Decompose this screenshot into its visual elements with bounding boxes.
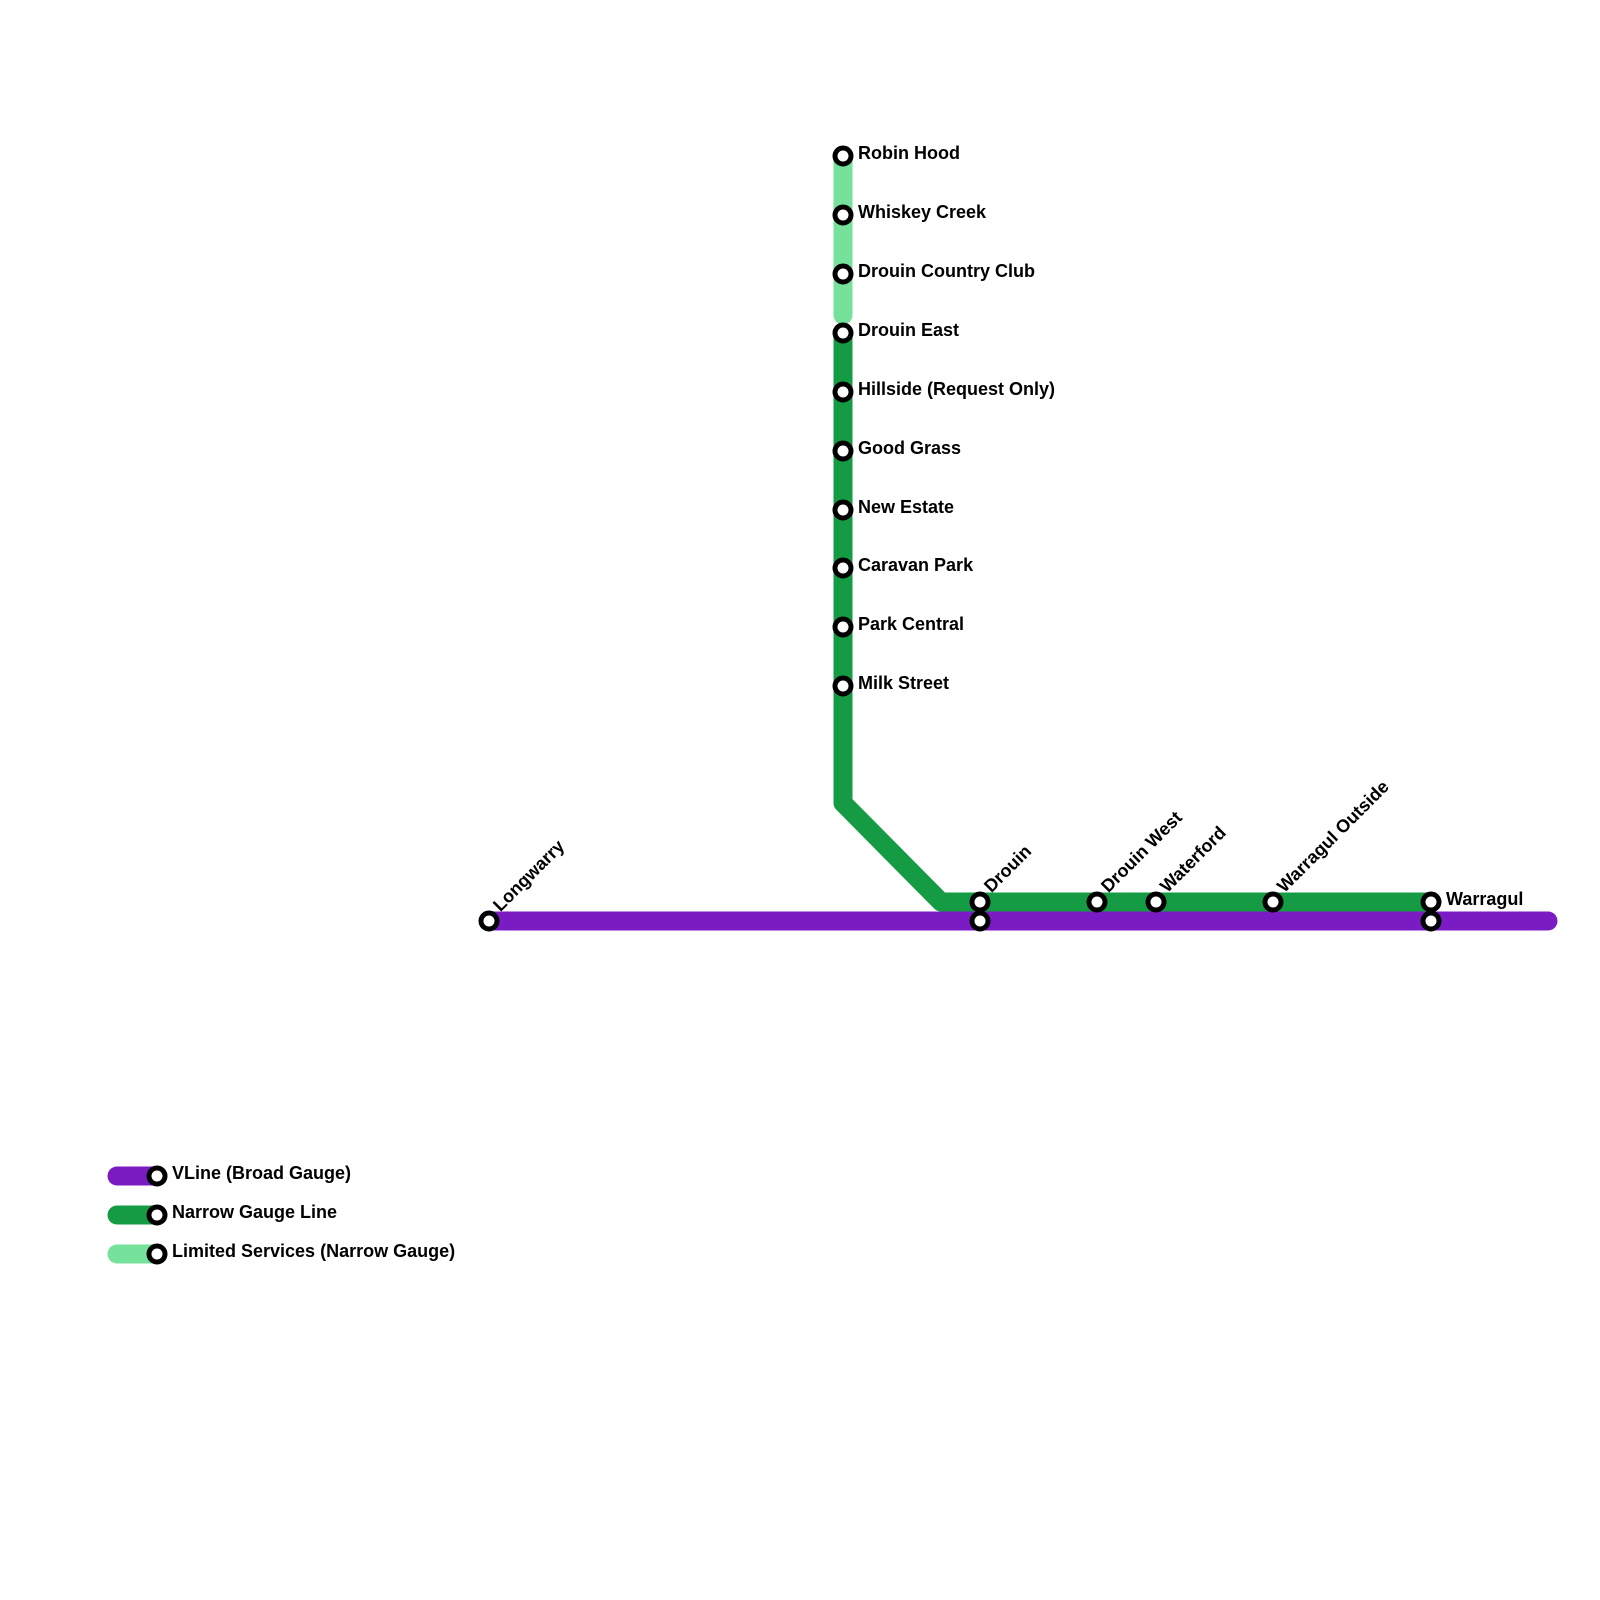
station-marker [832, 440, 854, 462]
station-marker [832, 145, 854, 167]
station-marker [832, 322, 854, 344]
legend-marker [146, 1204, 168, 1226]
station-marker [832, 616, 854, 638]
stations: Robin Hood Whiskey Creek Drouin Country Cl… [478, 143, 1523, 932]
station-label: Good Grass [858, 438, 961, 458]
station-marker [1262, 891, 1284, 913]
station-marker [1420, 891, 1442, 913]
station-label: Hillside (Request Only) [858, 379, 1055, 399]
legend-label: Limited Services (Narrow Gauge) [172, 1241, 455, 1261]
station-label: Caravan Park [858, 555, 974, 575]
station-label: New Estate [858, 497, 954, 517]
station-marker [832, 675, 854, 697]
station-marker [1086, 891, 1108, 913]
legend-label: VLine (Broad Gauge) [172, 1163, 351, 1183]
station-marker [832, 557, 854, 579]
station-marker [1420, 910, 1442, 932]
legend-label: Narrow Gauge Line [172, 1202, 337, 1222]
station-marker [478, 910, 500, 932]
station-label: Drouin [980, 841, 1035, 896]
station-label: Whiskey Creek [858, 202, 987, 222]
station-marker [832, 204, 854, 226]
station-marker [832, 381, 854, 403]
legend-marker [146, 1243, 168, 1265]
station-label: Drouin Country Club [858, 261, 1035, 281]
legend: VLine (Broad Gauge) Narrow Gauge Line Limi… [107, 1163, 455, 1265]
station-label: Drouin East [858, 320, 959, 340]
station-marker [1145, 891, 1167, 913]
station-label: Robin Hood [858, 143, 960, 163]
station-marker [969, 891, 991, 913]
station-marker [832, 499, 854, 521]
station-label: Milk Street [858, 673, 949, 693]
station-label: Warragul [1446, 889, 1523, 909]
legend-marker [146, 1165, 168, 1187]
station-marker [969, 910, 991, 932]
station-marker [832, 263, 854, 285]
station-label: Longwarry [489, 836, 568, 915]
station-label: Warragul Outside [1273, 776, 1393, 896]
station-label: Park Central [858, 614, 964, 634]
